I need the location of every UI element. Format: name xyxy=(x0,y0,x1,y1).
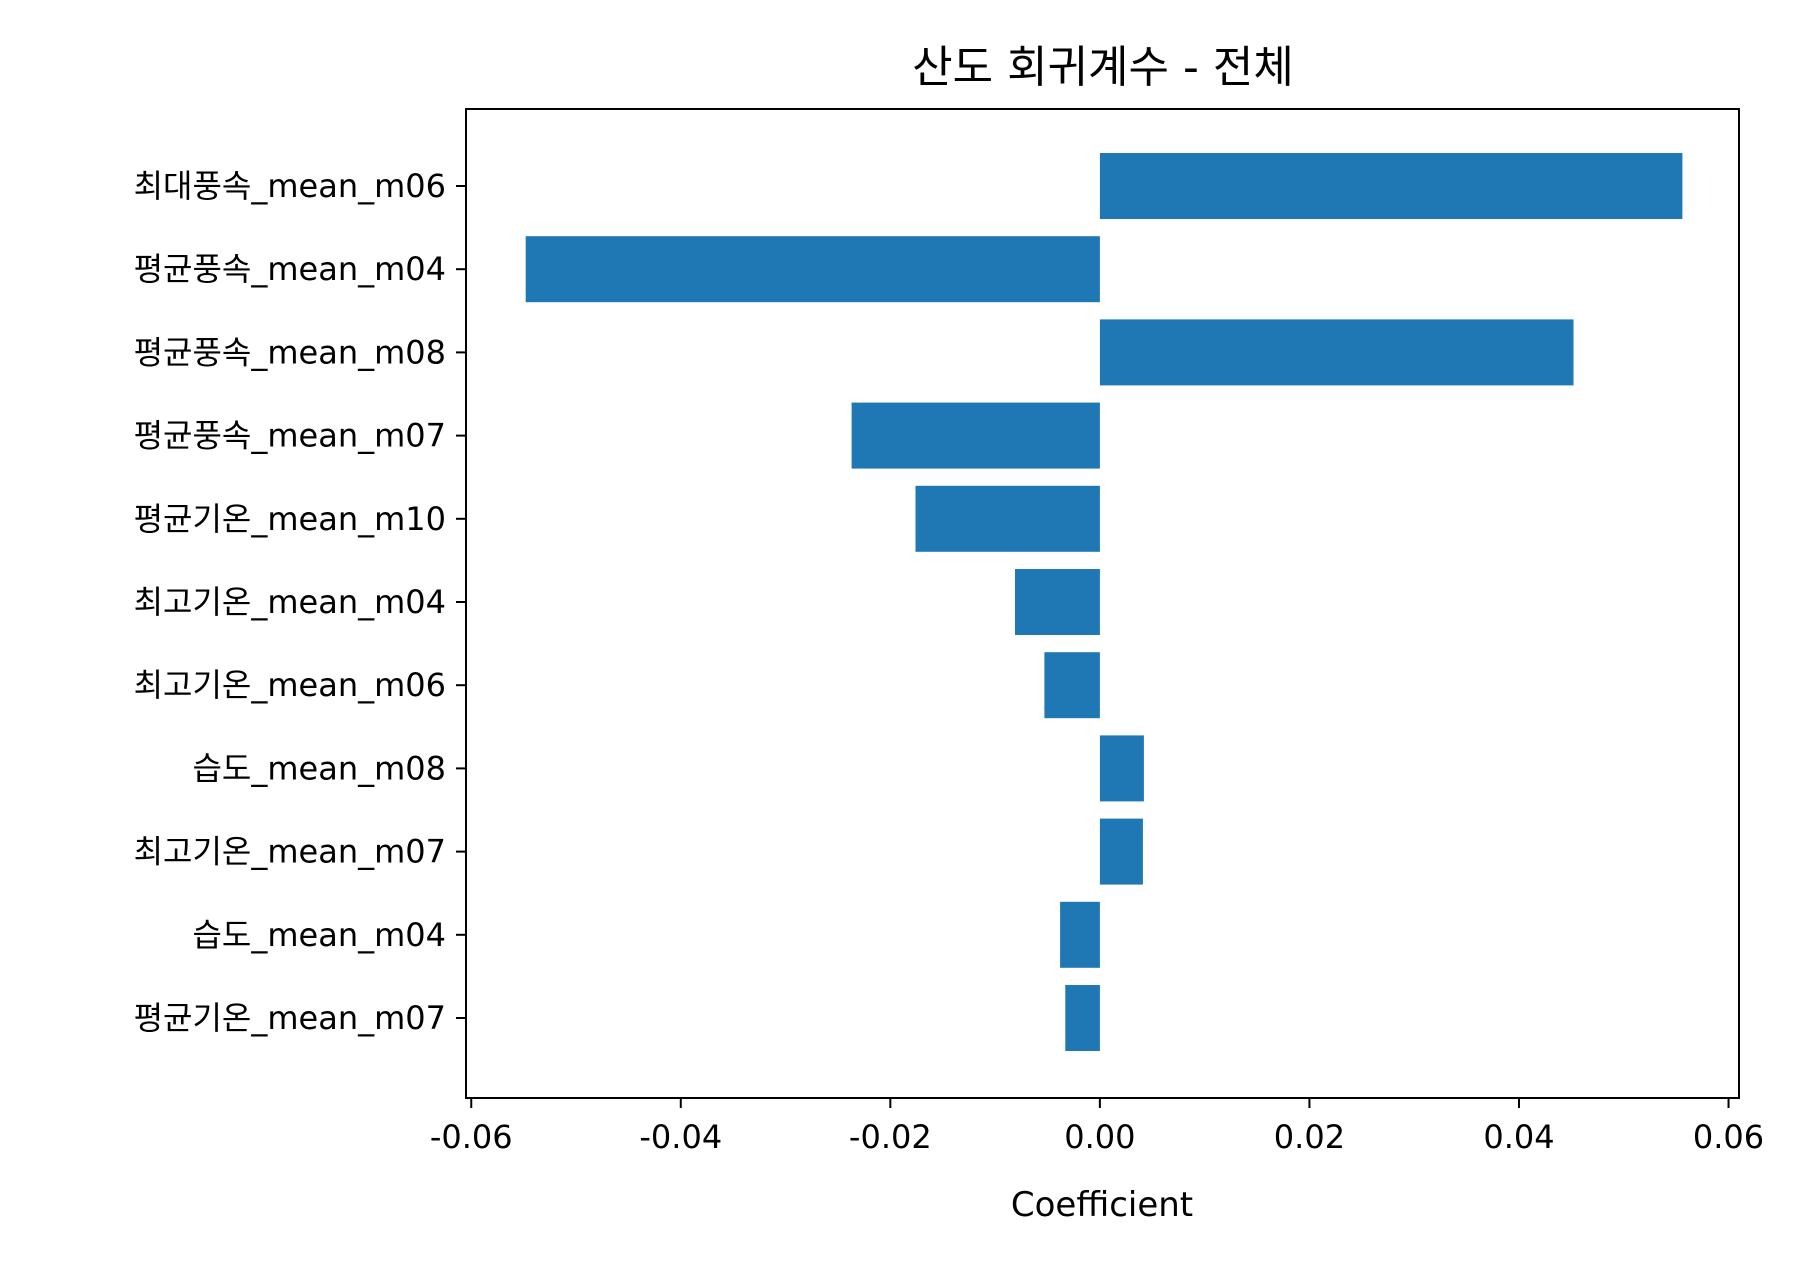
bar-8 xyxy=(1099,818,1143,885)
y-tick-label: 최고기온_mean_m07 xyxy=(134,833,446,871)
x-tick-label: 0.02 xyxy=(1274,1118,1345,1156)
bar-6 xyxy=(1044,652,1100,719)
y-axis: 최대풍속_mean_m06 평균풍속_mean_m04 평균풍속_mean_m08 평… xyxy=(134,167,466,1037)
bars-layer xyxy=(525,153,1683,1051)
y-tick-label: 평균풍속_mean_m08 xyxy=(134,333,446,371)
y-tick-label: 최대풍속_mean_m06 xyxy=(134,167,446,205)
y-tick-label: 습도_mean_m04 xyxy=(192,916,446,954)
x-tick-label: 0.06 xyxy=(1693,1118,1764,1156)
bar-4 xyxy=(915,485,1100,552)
y-tick-label: 평균기온_mean_m10 xyxy=(134,500,446,538)
plot-frame xyxy=(465,108,1740,1099)
bar-3 xyxy=(851,402,1100,469)
bar-0 xyxy=(1099,153,1683,219)
y-tick-label: 평균풍속_mean_m07 xyxy=(134,417,446,455)
x-tick-label: -0.02 xyxy=(849,1118,932,1156)
y-tick-label: 평균풍속_mean_m04 xyxy=(134,250,446,288)
y-tick-label: 평균기온_mean_m07 xyxy=(134,999,446,1037)
y-tick-label: 습도_mean_m08 xyxy=(192,749,446,787)
bar-5 xyxy=(1015,569,1100,635)
x-tick-label: 0.04 xyxy=(1483,1118,1554,1156)
x-axis-label: Coefficient xyxy=(1011,1185,1193,1225)
bar-7 xyxy=(1099,735,1144,802)
bar-9 xyxy=(1060,901,1100,968)
chart-title: 산도 회귀계수 - 전체 xyxy=(912,42,1294,93)
y-tick-label: 최고기온_mean_m06 xyxy=(134,666,446,704)
bar-1 xyxy=(525,236,1100,303)
x-tick-label: 0.00 xyxy=(1064,1118,1135,1156)
y-tick-label: 최고기온_mean_m04 xyxy=(134,583,446,621)
x-tick-label: -0.06 xyxy=(430,1118,513,1156)
bar-10 xyxy=(1065,985,1100,1051)
x-axis: -0.06 -0.04 -0.02 0.00 0.02 0.04 0.06 xyxy=(430,1098,1764,1156)
bar-2 xyxy=(1099,319,1574,386)
x-tick-label: -0.04 xyxy=(639,1118,722,1156)
